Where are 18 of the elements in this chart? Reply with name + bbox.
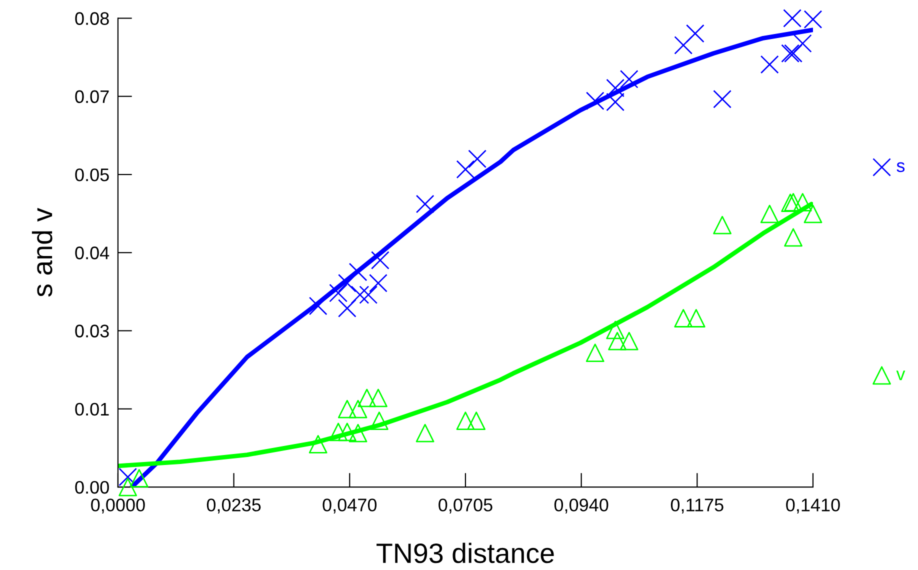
x-tick-label: 0,1410 <box>786 498 840 514</box>
x-tick-label: 0,0235 <box>206 498 261 514</box>
y-tick-label: 0.00 <box>75 480 109 494</box>
y-tick-label: 0.07 <box>75 90 109 104</box>
y-tick-label: 0.05 <box>75 168 109 182</box>
y-tick-label: 0.01 <box>75 402 109 416</box>
legend-label: v <box>896 370 906 380</box>
x-axis-title: TN93 distance <box>376 542 554 564</box>
y-tick-label: 0.03 <box>75 324 109 338</box>
x-tick-label: 0,0470 <box>322 498 377 514</box>
y-tick-label: 0.08 <box>75 12 109 25</box>
x-tick-label: 0,0000 <box>91 498 145 514</box>
legend-label: s <box>896 162 905 172</box>
x-tick-label: 0,1175 <box>670 498 724 514</box>
x-tick-label: 0,0940 <box>554 498 608 514</box>
x-tick-label: 0,0705 <box>438 498 492 514</box>
y-tick-label: 0.04 <box>75 246 110 260</box>
y-axis-title: s and v <box>32 208 52 297</box>
